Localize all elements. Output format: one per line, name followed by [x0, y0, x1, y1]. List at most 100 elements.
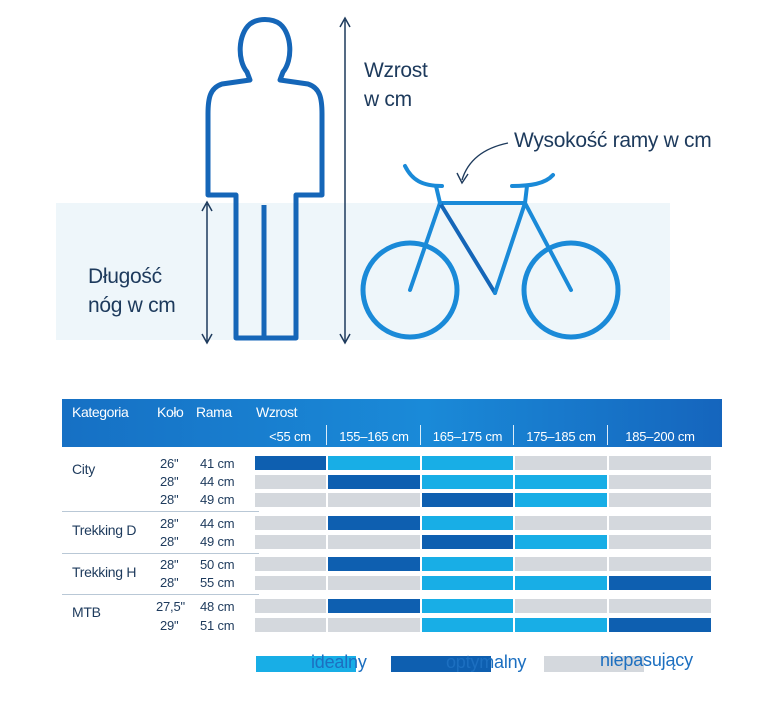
- height-label: Wzrost w cm: [364, 56, 428, 114]
- fit-cell: [255, 599, 326, 613]
- fit-cell: [422, 475, 513, 489]
- wheel-size: 28": [160, 516, 179, 531]
- group-separator: [62, 594, 259, 595]
- fit-cell: [609, 576, 711, 590]
- header-height: Wzrost: [256, 404, 298, 420]
- frame-size: 48 cm: [200, 599, 235, 614]
- fit-cell: [515, 516, 607, 530]
- wheel-size: 27,5": [156, 599, 185, 614]
- fit-cell: [422, 599, 513, 613]
- fit-cell: [609, 516, 711, 530]
- category-trekking-h: Trekking H: [72, 564, 137, 580]
- legend-label-niepasujacy: niepasujący: [600, 650, 693, 670]
- legend-label-idealny: idealny: [311, 652, 367, 672]
- legend-swatch-idealny: [256, 656, 356, 672]
- fit-cell: [609, 535, 711, 549]
- fit-cell: [609, 456, 711, 470]
- fit-cell: [515, 599, 607, 613]
- fit-cell: [328, 516, 420, 530]
- frame-size: 44 cm: [200, 474, 235, 489]
- frame-size: 44 cm: [200, 516, 235, 531]
- height-label-line1: Wzrost: [364, 59, 428, 82]
- header-frame: Rama: [196, 404, 232, 420]
- fit-cell: [515, 456, 607, 470]
- wheel-size: 26": [160, 456, 179, 471]
- range-label: <55 cm: [269, 429, 311, 444]
- fit-cell: [422, 516, 513, 530]
- leg-label: Długość nóg w cm: [88, 262, 176, 320]
- illustration: [201, 16, 621, 345]
- person-icon: [205, 17, 325, 341]
- frame-size: 51 cm: [200, 618, 235, 633]
- fit-cell: [328, 618, 420, 632]
- leg-label-line2: nóg w cm: [88, 294, 176, 317]
- fit-cell: [609, 557, 711, 571]
- fit-cell: [422, 576, 513, 590]
- wheel-size: 28": [160, 557, 179, 572]
- frame-label: Wysokość ramy w cm: [514, 129, 712, 152]
- range-separator: [420, 425, 421, 445]
- fit-cell: [328, 535, 420, 549]
- fit-cell: [609, 618, 711, 632]
- group-separator: [62, 553, 259, 554]
- frame-size: 41 cm: [200, 456, 235, 471]
- fit-cell: [255, 535, 326, 549]
- fit-cell: [328, 557, 420, 571]
- category-city: City: [72, 461, 95, 477]
- fit-cell: [328, 576, 420, 590]
- fit-cell: [515, 576, 607, 590]
- fit-cell: [328, 456, 420, 470]
- legend-swatch-optymalny: [391, 656, 491, 672]
- wheel-size: 28": [160, 534, 179, 549]
- legend-swatch-niepasujacy: [544, 656, 644, 672]
- fit-cell: [515, 557, 607, 571]
- range-label: 185–200 cm: [625, 429, 695, 444]
- fit-cell: [422, 493, 513, 507]
- fit-cell: [255, 456, 326, 470]
- group-separator: [62, 511, 259, 512]
- fit-cell: [515, 535, 607, 549]
- leg-label-line1: Długość: [88, 265, 162, 288]
- range-label: 165–175 cm: [432, 429, 503, 444]
- fit-cell: [422, 618, 513, 632]
- category-mtb: MTB: [72, 604, 101, 620]
- fit-cell: [609, 599, 711, 613]
- fit-cell: [515, 618, 607, 632]
- frame-pointer-arrow: [461, 142, 509, 181]
- fit-cell: [255, 516, 326, 530]
- fit-cell: [422, 456, 513, 470]
- fit-cell: [422, 535, 513, 549]
- fit-cell: [609, 475, 711, 489]
- header-category: Kategoria: [72, 404, 129, 420]
- fit-cell: [609, 493, 711, 507]
- range-separator: [326, 425, 327, 445]
- fit-cell: [328, 475, 420, 489]
- range-separator: [607, 425, 608, 445]
- fit-cell: [255, 557, 326, 571]
- table-header: [62, 399, 722, 447]
- legend-label-optymalny: optymalny: [446, 652, 527, 672]
- illustration-background: [56, 203, 670, 340]
- fit-cell: [255, 475, 326, 489]
- frame-size: 49 cm: [200, 492, 235, 507]
- fit-cell: [255, 493, 326, 507]
- header-wheel: Koło: [157, 404, 184, 420]
- range-label: 175–185 cm: [526, 429, 596, 444]
- fit-cell: [515, 493, 607, 507]
- fit-cell: [515, 475, 607, 489]
- wheel-size: 29": [160, 618, 179, 633]
- wheel-size: 28": [160, 492, 179, 507]
- category-trekking-d: Trekking D: [72, 522, 137, 538]
- fit-cell: [255, 576, 326, 590]
- height-label-line2: w cm: [364, 88, 412, 111]
- range-label: 155–165 cm: [339, 429, 409, 444]
- wheel-size: 28": [160, 474, 179, 489]
- frame-size: 49 cm: [200, 534, 235, 549]
- frame-size: 50 cm: [200, 557, 235, 572]
- frame-size: 55 cm: [200, 575, 235, 590]
- fit-cell: [328, 599, 420, 613]
- bicycle-icon: [360, 164, 621, 340]
- range-separator: [513, 425, 514, 445]
- wheel-size: 28": [160, 575, 179, 590]
- fit-cell: [422, 557, 513, 571]
